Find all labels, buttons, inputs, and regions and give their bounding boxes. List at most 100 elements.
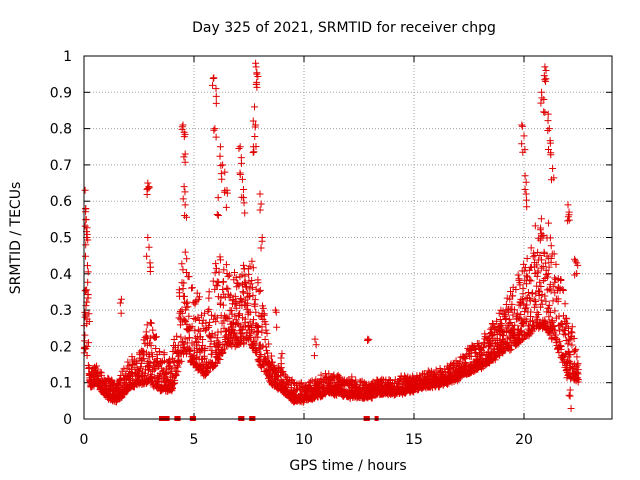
data-point: [365, 336, 373, 344]
data-point: [513, 309, 521, 317]
data-point: [518, 296, 526, 304]
data-point: [533, 272, 541, 280]
data-point: [527, 244, 535, 252]
data-point: [83, 230, 91, 238]
data-point: [503, 335, 511, 343]
data-point: [188, 284, 196, 292]
data-point: [84, 236, 92, 244]
data-point: [251, 296, 259, 304]
data-point: [563, 374, 571, 382]
data-point: [172, 367, 180, 375]
data-point: [550, 250, 558, 258]
data-point: [541, 108, 549, 116]
data-point: [212, 260, 220, 268]
data-point: [183, 298, 191, 306]
data-point: [544, 273, 552, 281]
data-point: [523, 255, 531, 263]
data-point: [548, 318, 556, 326]
data-point: [208, 330, 216, 338]
data-point: [520, 267, 528, 275]
data-point: [542, 67, 550, 75]
data-point: [85, 310, 93, 318]
data-point: [536, 236, 544, 244]
data-point: [385, 376, 393, 384]
data-point: [255, 287, 263, 295]
data-point: [237, 294, 245, 302]
data-point: [145, 243, 153, 251]
data-point: [185, 273, 193, 281]
data-point: [230, 269, 238, 277]
data-point: [181, 248, 189, 256]
data-point: [282, 372, 290, 380]
data-point: [538, 256, 546, 264]
data-point: [212, 264, 220, 272]
data-point: [211, 125, 219, 133]
data-point: [190, 314, 198, 322]
data-point: [165, 356, 173, 364]
data-point: [212, 133, 220, 141]
data-point: [235, 320, 243, 328]
data-point: [179, 266, 187, 274]
data-point: [551, 334, 559, 342]
data-point: [213, 314, 221, 322]
data-point: [514, 271, 522, 279]
data-point: [120, 365, 128, 373]
data-point: [156, 348, 164, 356]
data-point: [567, 405, 575, 413]
data-point: [541, 63, 549, 71]
data-point: [518, 121, 526, 129]
data-point: [171, 376, 179, 384]
data-point: [132, 358, 140, 366]
data-point: [545, 219, 553, 227]
data-point: [239, 288, 247, 296]
data-point: [225, 315, 233, 323]
data-point: [311, 335, 319, 343]
data-point: [573, 361, 581, 369]
data-point: [179, 195, 187, 203]
data-point: [563, 315, 571, 323]
data-point: [245, 270, 253, 278]
data-point: [544, 127, 552, 135]
data-point: [194, 313, 202, 321]
data-point: [234, 311, 242, 319]
x-axis-label: GPS time / hours: [289, 458, 406, 474]
data-point: [201, 345, 209, 353]
data-point: [205, 288, 213, 296]
data-point: [565, 211, 573, 219]
data-point: [219, 349, 227, 357]
y-tick-label: 0.1: [50, 376, 72, 392]
data-point: [564, 201, 572, 209]
data-point: [472, 348, 480, 356]
data-point: [544, 117, 552, 125]
data-point: [175, 314, 183, 322]
data-point: [566, 386, 574, 394]
data-point: [565, 391, 573, 399]
data-point: [241, 272, 249, 280]
data-point: [248, 276, 256, 284]
data-point: [563, 359, 571, 367]
data-point: [141, 372, 149, 380]
data-point: [149, 353, 157, 361]
data-point: [249, 291, 257, 299]
data-point: [84, 268, 92, 276]
data-point: [517, 301, 525, 309]
data-point: [210, 126, 218, 134]
data-point: [217, 294, 225, 302]
data-point: [529, 253, 537, 261]
data-point: [181, 130, 189, 138]
data-point: [523, 272, 531, 280]
data-point: [174, 341, 182, 349]
data-point: [495, 309, 503, 317]
data-point: [536, 251, 544, 259]
data-point: [144, 185, 152, 193]
data-point: [549, 323, 557, 331]
data-point: [555, 312, 563, 320]
data-point: [212, 318, 220, 326]
data-point: [521, 185, 529, 193]
data-point: [219, 286, 227, 294]
data-point: [523, 196, 531, 204]
data-point: [515, 275, 523, 283]
data-point: [147, 341, 155, 349]
data-point: [188, 322, 196, 330]
data-point: [540, 96, 548, 104]
